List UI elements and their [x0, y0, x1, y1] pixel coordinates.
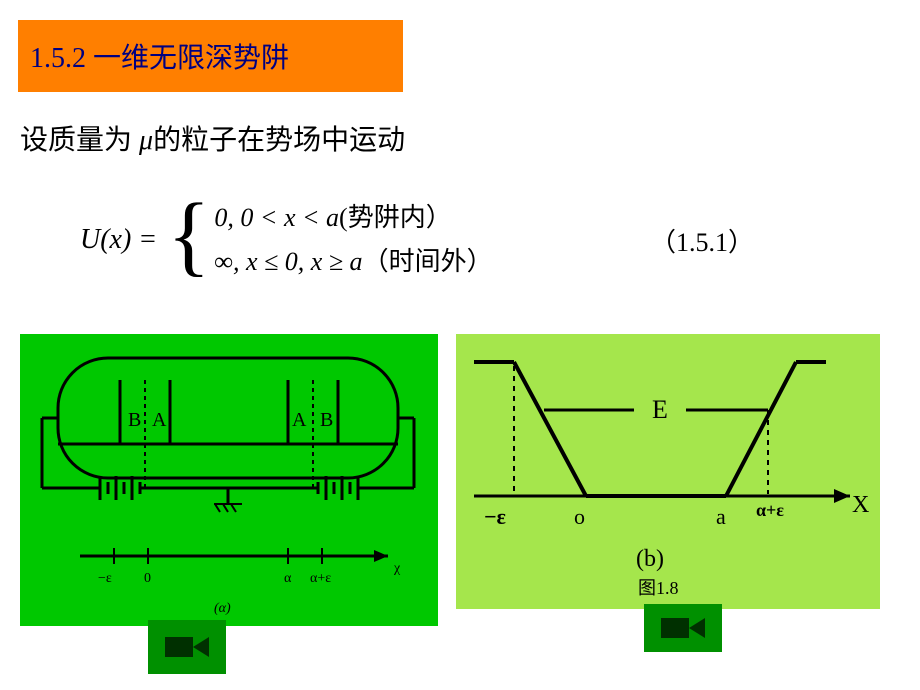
axis-a-x: χ: [393, 561, 401, 576]
axis-b-tick0: −ε: [484, 504, 506, 529]
axis-b-x: X: [852, 492, 869, 518]
battery-left-icon: [100, 476, 140, 500]
axis-a-tick3: α+ε: [310, 571, 331, 586]
axis-b-tick1: o: [574, 504, 585, 529]
intro-sentence: 设质量为 μ的粒子在势场中运动: [20, 118, 405, 158]
equation-lhs: U(x) =: [80, 224, 157, 256]
equation-cases: 0, 0 < x < a(势阱内） ∞, x ≤ 0, x ≥ a（时间外）: [214, 196, 492, 284]
diagram-b-caption: (b): [636, 546, 664, 572]
label-B1: B: [128, 409, 141, 431]
diagram-a-caption: (α): [214, 601, 231, 616]
sentence-post: 的粒子在势场中运动: [153, 125, 405, 156]
mass-symbol: μ: [139, 125, 153, 156]
diagram-b-svg: E −ε o a α+ε X (b) 图1.8: [456, 334, 880, 609]
label-B2: B: [320, 409, 333, 431]
diagram-a-panel: B A A B: [20, 334, 438, 626]
brace-icon: {: [167, 191, 210, 281]
diagram-b-panel: E −ε o a α+ε X (b) 图1.8: [456, 334, 880, 609]
case2-note: （时间外）: [363, 247, 493, 276]
battery-right-icon: [318, 476, 358, 500]
diagram-a-svg: B A A B: [20, 334, 438, 626]
equation-number: （1.5.1）: [650, 222, 754, 259]
axis-a-tick1: 0: [144, 571, 151, 586]
sentence-pre: 设质量为: [20, 125, 139, 156]
case2-math: ∞, x ≤ 0, x ≥ a: [214, 247, 362, 276]
case1-math: 0, 0 < x < a: [214, 203, 339, 232]
potential-equation: U(x) = { 0, 0 < x < a(势阱内） ∞, x ≤ 0, x ≥…: [80, 195, 493, 285]
axis-a-tick2: α: [284, 571, 292, 586]
label-A2: A: [292, 409, 307, 431]
energy-label: E: [652, 395, 668, 424]
section-title: 1.5.2 一维无限深势阱: [30, 36, 289, 76]
camera-icon: [163, 633, 211, 661]
video-button-left[interactable]: [148, 620, 226, 674]
camera-icon: [659, 614, 707, 642]
axis-a-tick0: −ε: [98, 571, 112, 586]
axis-b-tick2: a: [716, 504, 726, 529]
ground-icon: [210, 488, 246, 512]
label-A1: A: [152, 409, 167, 431]
case1-note: (势阱内）: [339, 203, 452, 232]
video-button-right[interactable]: [644, 604, 722, 652]
axis-b-tick3: α+ε: [756, 500, 784, 520]
section-title-bar: 1.5.2 一维无限深势阱: [18, 20, 403, 92]
diagram-b-fig: 图1.8: [638, 578, 679, 598]
